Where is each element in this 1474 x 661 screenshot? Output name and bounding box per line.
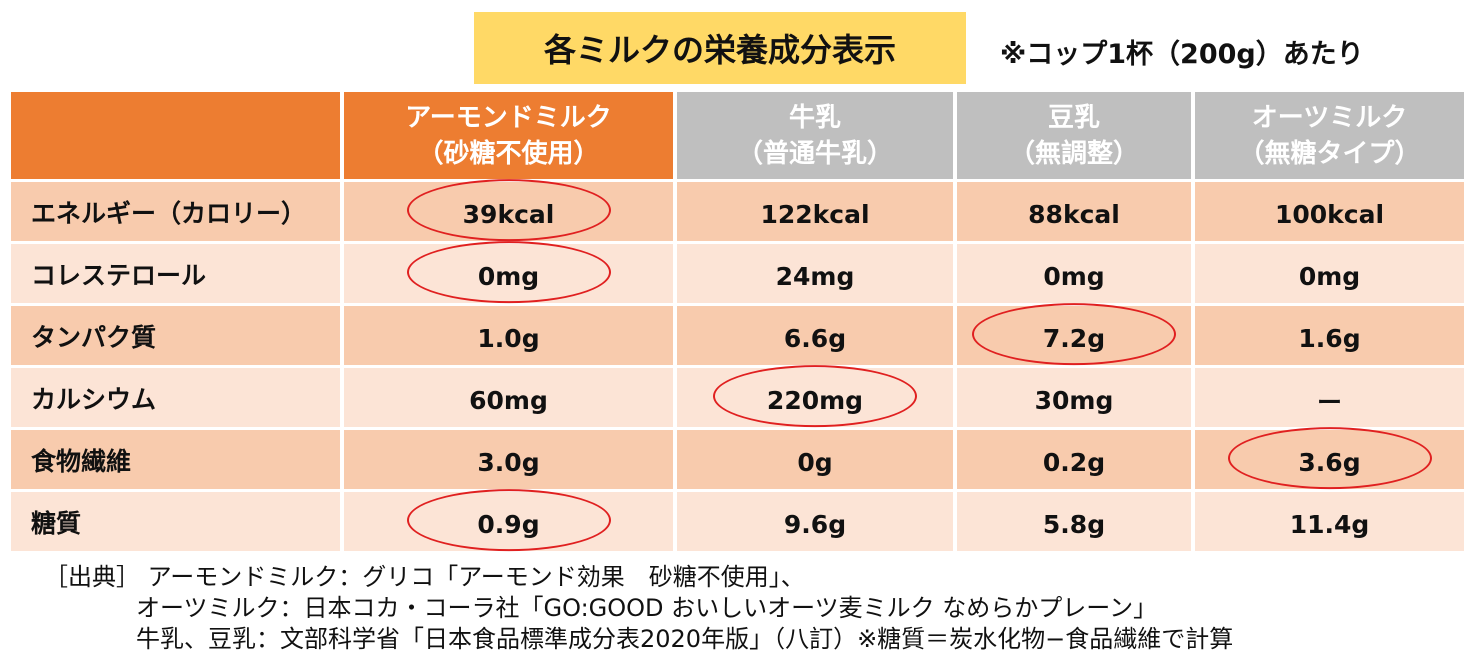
table-cell: ー [1195,368,1464,427]
table-cell: 1.0g [344,306,673,365]
column-header-name: 牛乳 [788,102,841,133]
table-cell: 0.9g [344,488,673,551]
table-cell: 9.6g [677,492,953,551]
table-cell: 3.0g [344,430,673,489]
table-cell: 88kcal [957,182,1191,241]
table-cell: 30mg [957,368,1191,427]
serving-note: ※コップ1杯（200g）あたり [1000,39,1364,70]
table-cell: 0.2g [957,430,1191,489]
row-label-protein: タンパク質 [11,306,340,365]
column-header-subtitle: （無調整） [1008,138,1139,169]
table-cell: 100kcal [1195,182,1464,241]
table-cell: 24mg [677,244,953,303]
column-header-cow-milk: 牛乳 （普通牛乳） [677,92,953,179]
header-corner [11,92,340,179]
source-citation: ［出典］ アーモンドミルク：グリコ「アーモンド効果 砂糖不使用」、 オーツミルク… [44,562,1233,655]
table-cell: 0mg [1195,244,1464,303]
table-cell: 220mg [677,364,953,427]
column-header-soy-milk: 豆乳 （無調整） [957,92,1191,179]
table-cell: 0mg [957,244,1191,303]
table-cell: 6.6g [677,306,953,365]
table-cell: 60mg [344,368,673,427]
table-cell: 0mg [344,240,673,303]
column-header-name: オーツミルク [1251,102,1408,133]
source-line: 牛乳、豆乳：文部科学省「日本食品標準成分表2020年版」（八訂）※糖質＝炭水化物… [136,625,1234,653]
source-line: ［出典］ アーモンドミルク：グリコ「アーモンド効果 砂糖不使用」、 [44,563,805,591]
table-cell: 122kcal [677,182,953,241]
page-title: 各ミルクの栄養成分表示 [474,12,966,84]
table-cell: 39kcal [344,178,673,241]
column-header-name: 豆乳 [1047,102,1100,133]
row-label-energy: エネルギー（カロリー） [11,182,340,241]
column-header-subtitle: （砂糖不使用） [417,138,600,169]
table-cell: 1.6g [1195,306,1464,365]
nutrition-table: アーモンドミルク （砂糖不使用） 牛乳 （普通牛乳） 豆乳 （無調整） オーツミ… [11,92,1464,551]
table-cell: 7.2g [957,302,1191,365]
table-cell: 11.4g [1195,492,1464,551]
column-header-subtitle: （普通牛乳） [736,138,893,169]
row-label-fiber: 食物繊維 [11,430,340,489]
column-header-oat-milk: オーツミルク （無糖タイプ） [1195,92,1464,179]
column-header-name: アーモンドミルク [405,102,612,133]
row-label-sugar: 糖質 [11,492,340,551]
row-label-cholesterol: コレステロール [11,244,340,303]
table-cell: 3.6g [1195,426,1464,489]
source-line: オーツミルク：日本コカ・コーラ社「GO:GOOD おいしいオーツ麦ミルク なめら… [136,594,1158,622]
column-header-almond: アーモンドミルク （砂糖不使用） [344,92,673,179]
table-cell: 5.8g [957,492,1191,551]
column-header-subtitle: （無糖タイプ） [1238,138,1421,169]
table-cell: 0g [677,430,953,489]
row-label-calcium: カルシウム [11,368,340,427]
